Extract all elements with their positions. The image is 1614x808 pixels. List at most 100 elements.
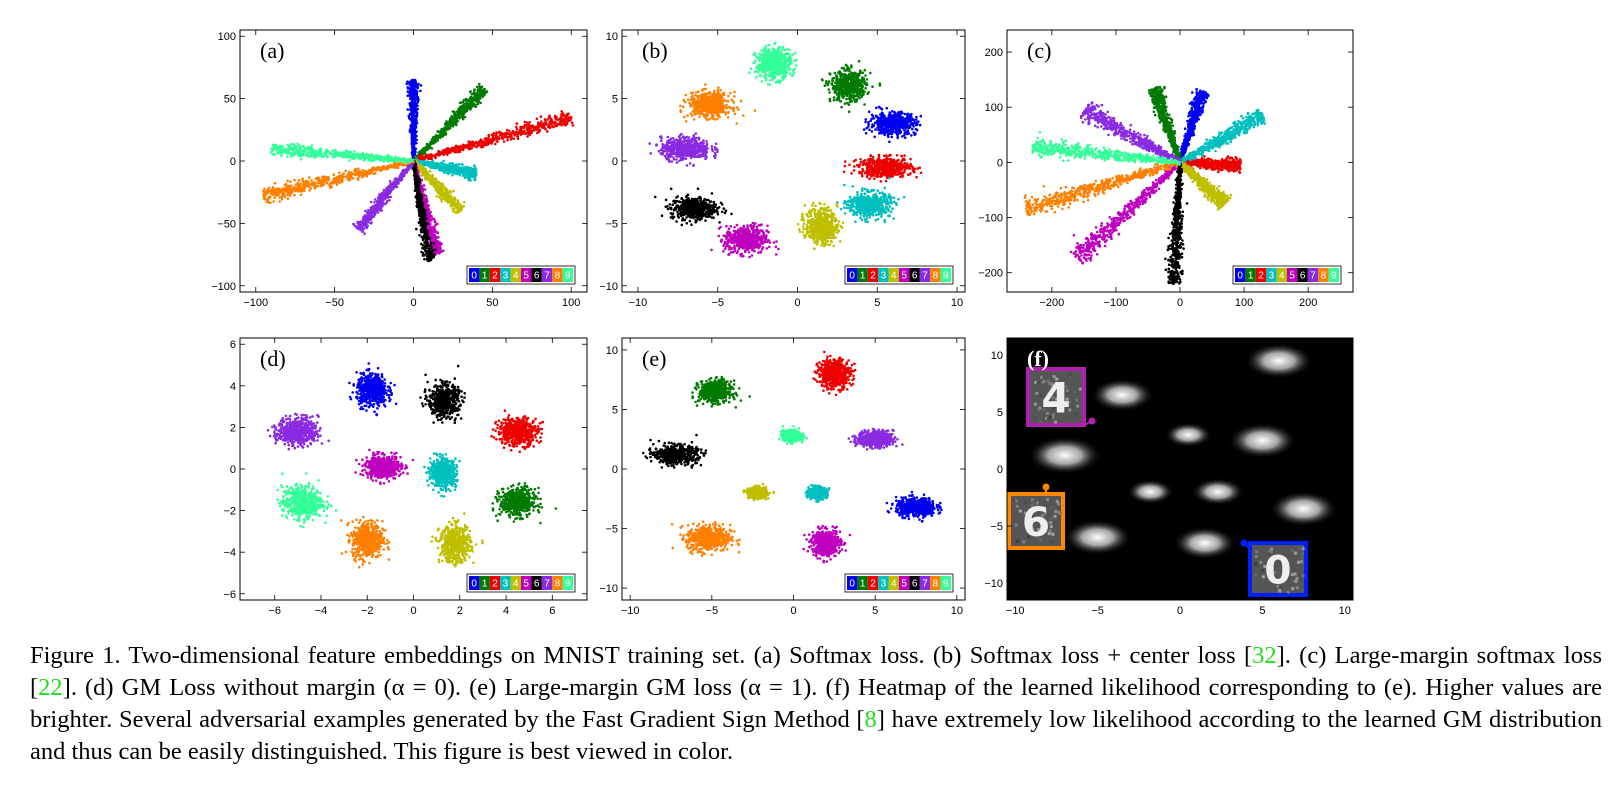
cluster-class-8 [679,83,757,125]
y-tick-label: −4 [223,547,236,559]
cluster-class-0 [862,105,923,144]
legend-label-0: 0 [1237,271,1243,282]
legend-label-0: 0 [849,579,855,590]
legend-label-7: 7 [922,271,928,282]
legend-swatch-8 [930,268,941,282]
cluster-class-6 [1164,162,1189,285]
legend-label-9: 9 [565,579,571,590]
legend-swatch-2 [867,576,879,590]
legend-swatch-3 [500,268,511,282]
legend-swatch-7 [541,576,553,590]
y-tick-label: 2 [230,422,236,434]
legend-label-9: 9 [1331,271,1337,282]
caption-ref-8[interactable]: 8 [865,706,877,733]
caption-ref-32[interactable]: 32 [1252,642,1277,669]
adversarial-example-4: 4 [1026,367,1096,427]
legend-swatch-5 [899,576,910,590]
y-tick-label: −6 [223,589,236,601]
legend-label-8: 8 [555,579,561,590]
y-tick-label: −100 [211,281,236,293]
legend-label-7: 7 [544,271,550,282]
legend-swatch-8 [552,576,563,590]
legend-label-7: 7 [1310,271,1316,282]
y-tick-label: 0 [612,156,618,168]
y-tick-label: 4 [230,381,236,393]
legend-label-7: 7 [922,579,928,590]
caption-ref-22[interactable]: 22 [38,674,63,701]
plot-points [642,350,943,564]
legend-swatch-7 [541,268,553,282]
legend-label-1: 1 [860,579,866,590]
legend-label-8: 8 [555,271,561,282]
cluster-class-5 [354,448,415,486]
legend-swatch-9 [562,576,573,590]
legend-label-4: 4 [891,579,897,590]
legend-label-5: 5 [1289,271,1295,282]
cluster-class-4 [742,482,775,502]
legend-label-9: 9 [943,579,949,590]
legend-swatch-6 [909,268,920,282]
cluster-class-2 [412,110,575,163]
cluster-class-6 [411,159,437,263]
legend-label-6: 6 [534,271,540,282]
cluster-class-5 [710,221,780,259]
legend-label-3: 3 [503,579,509,590]
legend-label-6: 6 [912,271,918,282]
legend-label-9: 9 [565,271,571,282]
legend-swatch-4 [1276,268,1287,282]
y-tick-label: 0 [230,464,236,476]
legend-label-8: 8 [933,579,939,590]
legend-swatch-9 [562,268,573,282]
legend-label-7: 7 [544,579,550,590]
panel-label: (c) [1027,38,1051,63]
cluster-class-3 [423,452,461,498]
panel-label: (a) [260,38,284,63]
legend-swatch-5 [899,268,910,282]
plot-points [648,41,923,259]
x-tick-label: 0 [790,605,796,617]
x-tick-label: −4 [315,605,328,617]
legend-swatch-9 [940,576,951,590]
y-tick-label: −2 [223,506,236,518]
x-tick-label: 0 [1177,297,1183,309]
legend-swatch-1 [1245,268,1256,282]
x-tick-label: −50 [325,297,344,309]
legend-label-2: 2 [492,579,498,590]
plot-points [1027,343,1338,560]
legend-swatch-0 [847,268,858,282]
plot-points [262,78,575,263]
cluster-class-4 [1178,159,1233,211]
legend-label-0: 0 [471,579,477,590]
likelihood-peak-4 [1027,436,1102,475]
cluster-class-7 [847,427,904,451]
cluster-class-9 [748,41,798,87]
cluster-class-9 [276,472,338,529]
legend-label-6: 6 [1300,271,1306,282]
cluster-class-0 [405,78,423,163]
x-tick-label: 0 [794,297,800,309]
legend-label-3: 3 [881,271,887,282]
y-tick-label: −50 [217,218,236,230]
x-tick-label: 6 [549,605,555,617]
legend-label-2: 2 [492,271,498,282]
y-tick-label: 0 [230,156,236,168]
legend-swatch-5 [521,576,532,590]
y-tick-label: 10 [606,31,618,43]
x-tick-label: −5 [1091,605,1104,617]
legend-label-2: 2 [870,579,876,590]
legend-label-3: 3 [881,579,887,590]
figure-1: 0 1 2 3 4 5 6 7 8 9−100 −50 0 50 100−100−50050100(a)0… [211,29,1354,617]
y-tick-label: −200 [978,268,1003,280]
adversarial-digit: 6 [1022,498,1050,546]
y-tick-label: 0 [997,157,1003,169]
y-tick-label: 0 [612,464,618,476]
y-tick-label: 50 [224,94,236,106]
x-tick-label: 0 [1177,605,1183,617]
x-tick-label: 0 [410,297,416,309]
chart-panel-c: 0 1 2 3 4 5 6 7 8 9−200 −100 0 100 200−200−1000100200… [978,29,1354,309]
